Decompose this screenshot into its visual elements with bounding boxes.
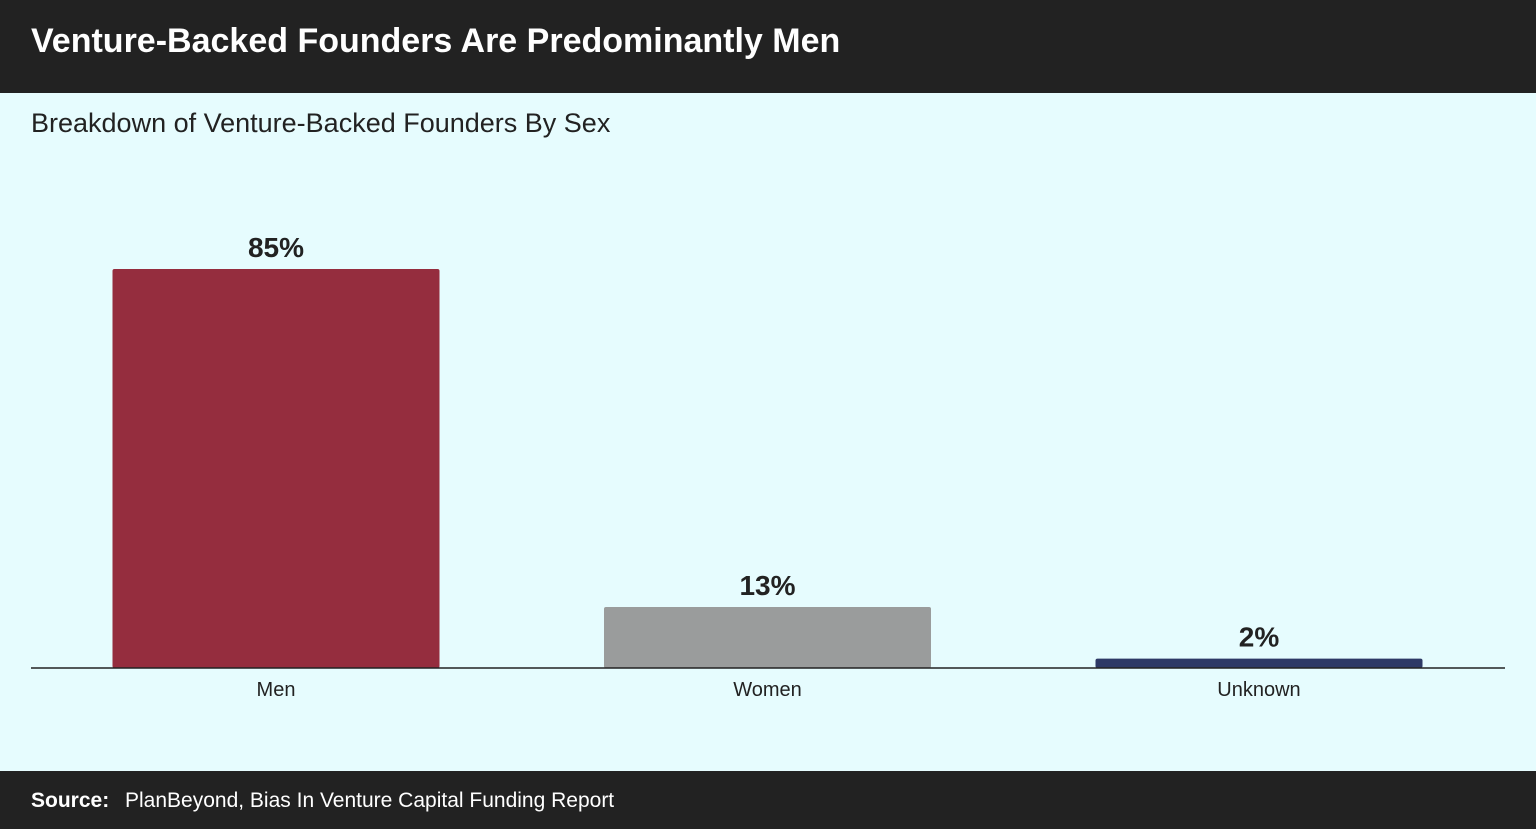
source-text: PlanBeyond, Bias In Venture Capital Fund… <box>125 789 615 812</box>
x-tick-label-women: Women <box>733 679 802 701</box>
x-tick-labels-group: Men Women Unknown <box>257 679 1301 701</box>
x-tick-label-men: Men <box>257 679 296 701</box>
source-label: Source: <box>31 789 110 812</box>
chart-title: Venture-Backed Founders Are Predominantl… <box>31 22 841 60</box>
bar-chart: 85% 13% 2% Men Women Unknown <box>31 232 1505 701</box>
bars-group <box>112 269 1423 668</box>
bar-women <box>604 606 931 668</box>
data-label-men: 85% <box>248 232 304 263</box>
bar-men <box>112 269 440 668</box>
x-tick-label-unknown: Unknown <box>1217 679 1300 701</box>
header-bar: Venture-Backed Founders Are Predominantl… <box>0 0 1536 93</box>
data-label-women: 13% <box>739 570 795 601</box>
chart-subtitle: Breakdown of Venture-Backed Founders By … <box>31 108 611 138</box>
data-labels-group: 85% 13% 2% <box>248 232 1279 653</box>
bar-unknown <box>1095 658 1423 668</box>
data-label-unknown: 2% <box>1239 622 1280 653</box>
footer-bar: Source: PlanBeyond, Bias In Venture Capi… <box>0 771 1536 829</box>
